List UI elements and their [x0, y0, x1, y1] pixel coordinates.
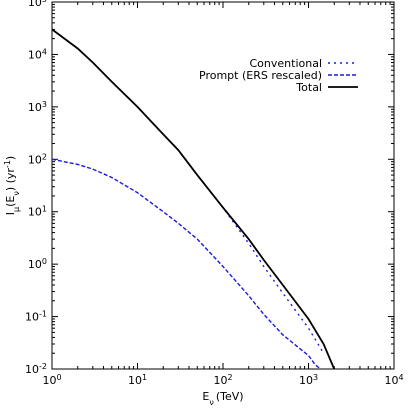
legend-label: Total	[295, 81, 322, 94]
plot-border	[51, 1, 395, 370]
plot-frame	[51, 1, 395, 370]
series-layer	[52, 28, 336, 369]
axis-titles: Eν (TeV) Iμ(Eν) (yr-1)	[3, 156, 244, 407]
y-tick-label: 10-2	[25, 362, 47, 377]
x-tick-label: 103	[299, 373, 318, 388]
x-tick-label: 104	[384, 373, 403, 388]
legend-label: Conventional	[250, 57, 323, 70]
legend-label: Prompt (ERS rescaled)	[199, 69, 322, 82]
y-axis-title: Iμ(Eν) (yr-1)	[3, 156, 21, 215]
y-tick-label: 100	[28, 257, 47, 272]
x-tick-label: 100	[42, 373, 61, 388]
x-tick-label: 101	[128, 373, 147, 388]
y-tick-label: 102	[28, 152, 47, 167]
series-prompt-ers-rescaled-line	[52, 158, 322, 369]
axis-ticks: 100 101 102 103 104 10-2 10-1 100 101 102 103 104 10…	[25, 0, 404, 387]
y-tick-label: 105	[28, 0, 47, 9]
x-axis-title: Eν (TeV)	[202, 390, 243, 407]
series-total-line	[52, 28, 336, 369]
y-tick-label: 104	[28, 47, 47, 62]
y-tick-label: 10-1	[25, 309, 47, 324]
x-tick-label: 102	[213, 373, 232, 388]
y-tick-label: 101	[28, 204, 47, 219]
y-tick-label: 103	[28, 99, 47, 114]
